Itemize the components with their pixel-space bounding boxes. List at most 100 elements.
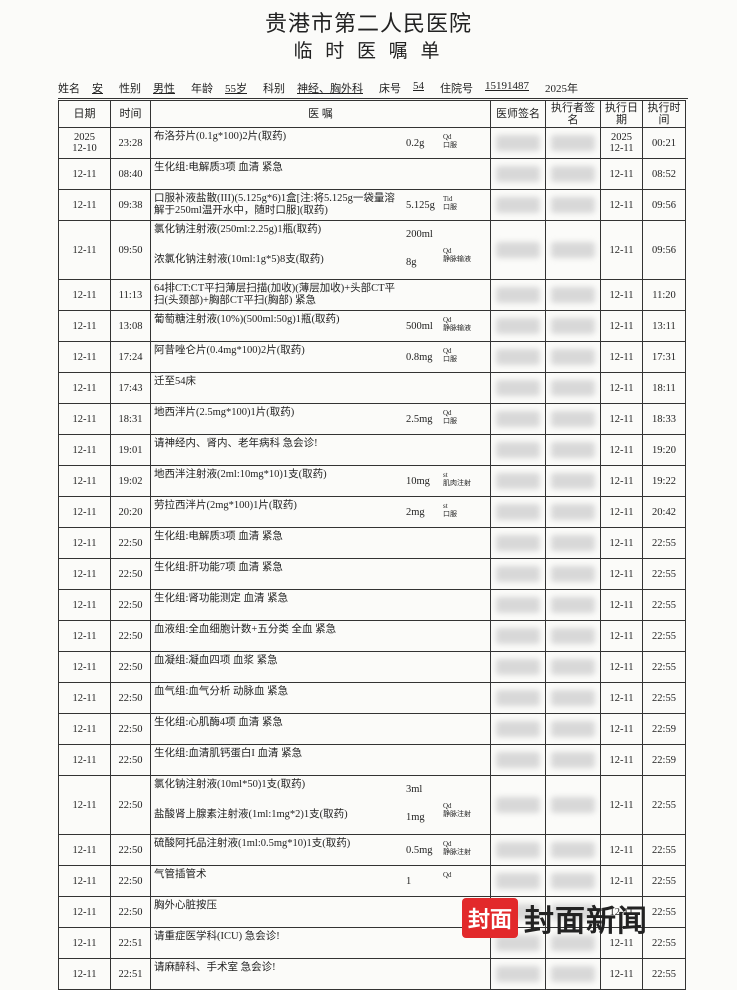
doctor-signature bbox=[490, 834, 546, 866]
time-cell: 11:13 bbox=[110, 279, 151, 311]
info-value: 安 bbox=[92, 83, 103, 95]
exec-date-cell: 12-11 bbox=[600, 896, 643, 928]
exec-time-cell: 22:55 bbox=[642, 682, 686, 714]
info-label: 年龄 bbox=[191, 83, 213, 95]
date-cell-line: 12-11 bbox=[72, 844, 97, 856]
order-cell: 口服补液盐散(III)(5.125g*6)1盒[注:将5.125g一袋量溶解于2… bbox=[150, 189, 491, 221]
order-cell: 气管插管术 1 Qd bbox=[150, 865, 491, 897]
executor-signature bbox=[545, 527, 601, 559]
dose: 2mg bbox=[406, 507, 425, 518]
date-cell: 12-11 bbox=[58, 465, 111, 497]
date-cell-line: 12-11 bbox=[72, 937, 97, 949]
order-row: 12-11 22:50 血气组:血气分析 动脉血 紧急 12-11 22:55 bbox=[58, 682, 686, 714]
date-cell-line: 12-11 bbox=[72, 444, 97, 456]
date-cell: 12-11 bbox=[58, 775, 111, 835]
route: 口服 bbox=[443, 510, 457, 518]
date-cell: 12-11 bbox=[58, 682, 111, 714]
order-row: 12-11 19:01 请神经内、肾内、老年病科 急会诊! 12-11 19:20 bbox=[58, 434, 686, 466]
exec-date-cell: 12-11 bbox=[600, 310, 643, 342]
order-cell: 血液组:全血细胞计数+五分类 全血 紧急 bbox=[150, 620, 491, 652]
exec-date-cell-line: 12-11 bbox=[609, 382, 634, 394]
exec-date-cell-line: 12-11 bbox=[609, 599, 634, 611]
order-row: 12-11 22:51 请麻醉科、手术室 急会诊! 12-11 22:55 bbox=[58, 958, 686, 990]
doctor-signature bbox=[490, 651, 546, 683]
executor-signature bbox=[545, 372, 601, 404]
date-cell-line: 12-11 bbox=[72, 506, 97, 518]
exec-date-cell: 12-11 bbox=[600, 682, 643, 714]
exec-time-cell: 17:31 bbox=[642, 341, 686, 373]
exec-date-cell: 12-11 bbox=[600, 189, 643, 221]
frequency: Tid bbox=[443, 195, 453, 203]
executor-signature bbox=[545, 620, 601, 652]
title: 贵港市第二人民医院 bbox=[264, 11, 472, 36]
order-text: 布洛芬片(0.1g*100)2片(取药) bbox=[154, 131, 287, 142]
date-cell: 12-11 bbox=[58, 403, 111, 435]
signature-blur bbox=[496, 504, 540, 520]
dose: 0.8mg bbox=[406, 352, 433, 363]
info-label: 性别 bbox=[119, 83, 141, 95]
time-cell: 23:28 bbox=[110, 127, 151, 159]
order-text: 地西泮片(2.5mg*100)1片(取药) bbox=[154, 407, 295, 418]
exec-time-cell: 22:55 bbox=[642, 896, 686, 928]
order-row: 12-11 22:50 生化组:电解质3项 血清 紧急 12-11 22:55 bbox=[58, 527, 686, 559]
signature-blur bbox=[551, 690, 595, 706]
date-cell: 12-11 bbox=[58, 310, 111, 342]
signature-blur bbox=[496, 411, 540, 427]
signature-blur bbox=[551, 797, 595, 813]
date-cell: 12-11 bbox=[58, 589, 111, 621]
signature-blur bbox=[496, 135, 540, 151]
order-row: 12-11 11:13 64排CT:CT平扫薄层扫描(加收)(薄层加收)+头部CT平… bbox=[58, 279, 686, 311]
exec-date-cell: 12-11 bbox=[600, 434, 643, 466]
route: 口服 bbox=[443, 203, 457, 211]
dose: 5.125g bbox=[406, 200, 435, 211]
route: 静脉注射 bbox=[443, 848, 471, 856]
time-cell: 22:50 bbox=[110, 896, 151, 928]
info-value: 55岁 bbox=[225, 83, 247, 95]
signature-blur bbox=[551, 242, 595, 258]
date-cell: 12-11 bbox=[58, 158, 111, 190]
order-row: 12-11 22:50 气管插管术 1 Qd 12-11 22:55 bbox=[58, 865, 686, 897]
exec-date-cell-line: 12-11 bbox=[609, 199, 634, 211]
signature-blur bbox=[551, 318, 595, 334]
column-header: 执行时间 bbox=[642, 100, 686, 128]
date-cell: 12-11 bbox=[58, 958, 111, 990]
date-cell-line: 12-11 bbox=[72, 199, 97, 211]
executor-signature bbox=[545, 189, 601, 221]
signature-blur bbox=[551, 473, 595, 489]
executor-signature bbox=[545, 775, 601, 835]
signature-blur bbox=[551, 935, 595, 951]
route: 静脉注射 bbox=[443, 810, 471, 818]
frequency-route: Qd 静脉注射 bbox=[443, 840, 471, 856]
exec-date-cell-line: 12-11 bbox=[609, 723, 634, 735]
exec-date-cell: 12-11 bbox=[600, 279, 643, 311]
order-text: 气管插管术 bbox=[154, 869, 207, 880]
signature-blur bbox=[551, 442, 595, 458]
watermark-brand: 封面新闻 bbox=[524, 905, 649, 938]
order-cell: 血气组:血气分析 动脉血 紧急 bbox=[150, 682, 491, 714]
time-cell: 22:50 bbox=[110, 651, 151, 683]
doctor-signature bbox=[490, 682, 546, 714]
exec-date-cell-line: 12-11 bbox=[609, 692, 634, 704]
order-text: 口服补液盐散(III)(5.125g*6)1盒[注:将5.125g一袋量溶解于2… bbox=[154, 193, 395, 216]
order-cell: 地西泮注射液(2ml:10mg*10)1支(取药) 10mg st 肌肉注射 bbox=[150, 465, 491, 497]
doctor-signature bbox=[490, 558, 546, 590]
date-cell-line: 12-11 bbox=[72, 475, 97, 487]
doctor-signature bbox=[490, 279, 546, 311]
order-cell: 硫酸阿托品注射液(1ml:0.5mg*10)1支(取药) 0.5mg Qd 静脉注射 bbox=[150, 834, 491, 866]
date-cell: 12-11 bbox=[58, 434, 111, 466]
exec-date-cell-line: 12-11 bbox=[609, 875, 634, 887]
order-row: 12-11 20:20 劳拉西泮片(2mg*100)1片(取药) 2mg st 口服 12-… bbox=[58, 496, 686, 528]
time-cell: 08:40 bbox=[110, 158, 151, 190]
frequency-route: Qd 静脉输液 bbox=[443, 247, 471, 263]
order-row: 12-11 13:08 葡萄糖注射液(10%)(500ml:50g)1瓶(取药) 50… bbox=[58, 310, 686, 342]
doctor-signature bbox=[490, 589, 546, 621]
time-cell: 22:50 bbox=[110, 558, 151, 590]
signature-blur bbox=[496, 628, 540, 644]
frequency: Qd bbox=[443, 347, 452, 355]
dose: 1mg bbox=[406, 812, 425, 823]
date-cell-line: 12-11 bbox=[72, 661, 97, 673]
signature-blur bbox=[496, 287, 540, 303]
frequency: Qd bbox=[443, 409, 452, 417]
frequency-route: Qd 口服 bbox=[443, 347, 457, 363]
